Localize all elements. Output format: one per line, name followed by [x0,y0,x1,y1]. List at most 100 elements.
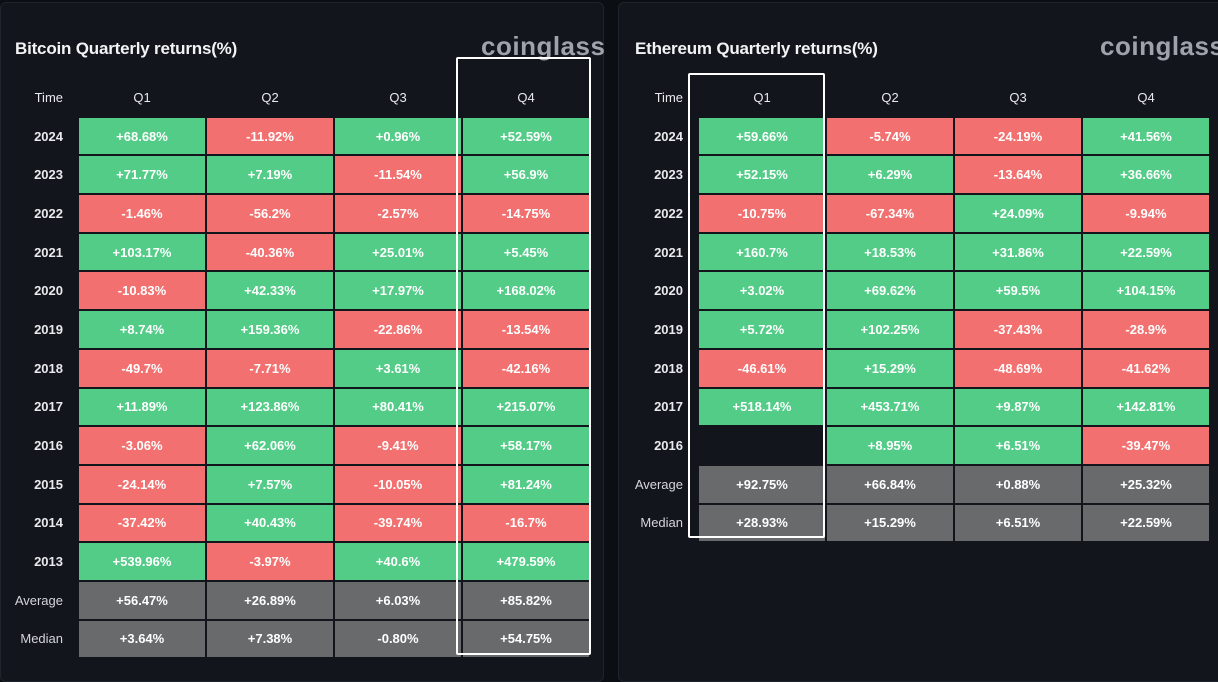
row-label-2017: 2017 [34,399,63,415]
return-cell-2023-q4: +36.66% [1083,156,1209,194]
return-cell-2023-q4: +56.9% [463,156,589,194]
coinglass-logo: coinglass [481,31,606,61]
row-label-2016: 2016 [34,438,63,454]
row-label-average: Average [14,592,63,608]
return-cell-2018-q4: -42.16% [463,349,589,387]
btc-panel-title: Bitcoin Quarterly returns(%) [15,39,238,58]
row-label-2018: 2018 [654,360,683,376]
column-header-q1: Q1 [753,89,771,105]
row-label-2023: 2023 [34,167,63,183]
return-cell-2017-q2: +123.86% [207,388,333,426]
column-header-q1: Q1 [133,89,151,105]
row-label-median: Median [640,515,683,531]
return-cell-2019-q1: +5.72% [699,311,825,348]
return-cell-median-q3: -0.80% [335,620,461,658]
return-cell-2019-q4: -13.54% [463,311,589,348]
row-label-2015: 2015 [34,476,63,492]
return-cell-2024-q3: +0.96% [335,117,461,155]
return-cell-2019-q4: -28.9% [1083,311,1209,348]
return-cell-average-q3: +6.03% [335,581,461,619]
return-cell-2020-q3: +17.97% [335,272,461,310]
return-cell-2024-q3: -24.19% [955,117,1081,155]
return-cell-2020-q3: +59.5% [955,272,1081,310]
btc-returns-panel: Bitcoin Quarterly returns(%) coinglass T… [0,2,606,682]
return-cell-2022-q3: +24.09% [955,195,1081,232]
row-label-2021: 2021 [654,244,683,260]
return-cell-2016-q4: -39.47% [1083,427,1209,464]
return-cell-2023-q1: +71.77% [79,156,205,194]
return-cell-2024-q4: +41.56% [1083,117,1209,155]
column-header-q3: Q3 [389,89,407,105]
return-cell-2019-q2: +102.25% [827,311,953,348]
return-cell-average-q2: +26.89% [207,581,333,619]
return-cell-2017-q1: +518.14% [699,388,825,426]
return-cell-2014-q4: -16.7% [463,504,589,542]
return-cell-2013-q3: +40.6% [335,543,461,580]
return-cell-average-q4: +25.32% [1083,465,1209,503]
return-cell-2024-q2: -11.92% [207,117,333,155]
column-header-q2: Q2 [261,89,279,105]
return-cell-2020-q4: +104.15% [1083,272,1209,310]
return-cell-2022-q3: -2.57% [335,195,461,232]
return-cell-2024-q2: -5.74% [827,117,953,155]
coinglass-logo: coinglass [1100,31,1218,61]
row-label-2022: 2022 [654,205,683,221]
return-cell-2017-q4: +215.07% [463,388,589,426]
row-label-average: Average [634,476,683,492]
return-cell-2021-q2: +18.53% [827,233,953,271]
column-header-time: Time [654,89,683,105]
return-cell-2019-q2: +159.36% [207,311,333,348]
return-cell-2020-q4: +168.02% [463,272,589,310]
return-cell-2014-q3: -39.74% [335,504,461,542]
return-cell-2018-q3: -48.69% [955,349,1081,387]
return-cell-median-q1: +3.64% [79,620,205,658]
row-label-2021: 2021 [34,244,63,260]
column-header-q4: Q4 [1137,89,1155,105]
return-cell-2018-q4: -41.62% [1083,349,1209,387]
row-label-2019: 2019 [654,321,683,337]
return-cell-2015-q1: -24.14% [79,465,205,503]
row-label-2020: 2020 [34,283,63,299]
return-cell-2018-q2: +15.29% [827,349,953,387]
return-cell-2015-q3: -10.05% [335,465,461,503]
column-header-q3: Q3 [1009,89,1027,105]
return-cell-2016-q3: -9.41% [335,427,461,464]
return-cell-median-q4: +54.75% [463,620,589,658]
return-cell-2023-q1: +52.15% [699,156,825,194]
return-cell-median-q1: +28.93% [699,504,825,542]
row-label-2024: 2024 [654,128,683,144]
return-cell-average-q4: +85.82% [463,581,589,619]
return-cell-median-q4: +22.59% [1083,504,1209,542]
btc-returns-table: Time Q1 Q2 Q3 Q4 2024 +68.68% -11.92% +0.96% +52.… [1,79,589,658]
return-cell-2021-q4: +5.45% [463,233,589,271]
return-cell-2013-q1: +539.96% [79,543,205,580]
return-cell-2016-q2: +8.95% [827,427,953,464]
return-cell-2018-q1: -46.61% [699,349,825,387]
return-cell-2017-q2: +453.71% [827,388,953,426]
return-cell-2019-q3: -37.43% [955,311,1081,348]
row-label-median: Median [20,631,63,647]
return-cell-2021-q2: -40.36% [207,233,333,271]
return-cell-2019-q1: +8.74% [79,311,205,348]
return-cell-2014-q1: -37.42% [79,504,205,542]
return-cell-2016-q2: +62.06% [207,427,333,464]
return-cell-2020-q1: -10.83% [79,272,205,310]
return-cell-2024-q4: +52.59% [463,117,589,155]
row-label-2016: 2016 [654,438,683,454]
row-label-2020: 2020 [654,283,683,299]
return-cell-2017-q1: +11.89% [79,388,205,426]
return-cell-2016-q1 [699,427,825,464]
return-cell-2020-q1: +3.02% [699,272,825,310]
return-cell-average-q1: +92.75% [699,465,825,503]
return-cell-2014-q2: +40.43% [207,504,333,542]
column-header-q2: Q2 [881,89,899,105]
row-label-2023: 2023 [654,167,683,183]
return-cell-2018-q1: -49.7% [79,349,205,387]
return-cell-2015-q4: +81.24% [463,465,589,503]
return-cell-2015-q2: +7.57% [207,465,333,503]
return-cell-2020-q2: +69.62% [827,272,953,310]
return-cell-2021-q3: +25.01% [335,233,461,271]
return-cell-2019-q3: -22.86% [335,311,461,348]
return-cell-2022-q2: -56.2% [207,195,333,232]
row-label-2013: 2013 [34,554,63,570]
